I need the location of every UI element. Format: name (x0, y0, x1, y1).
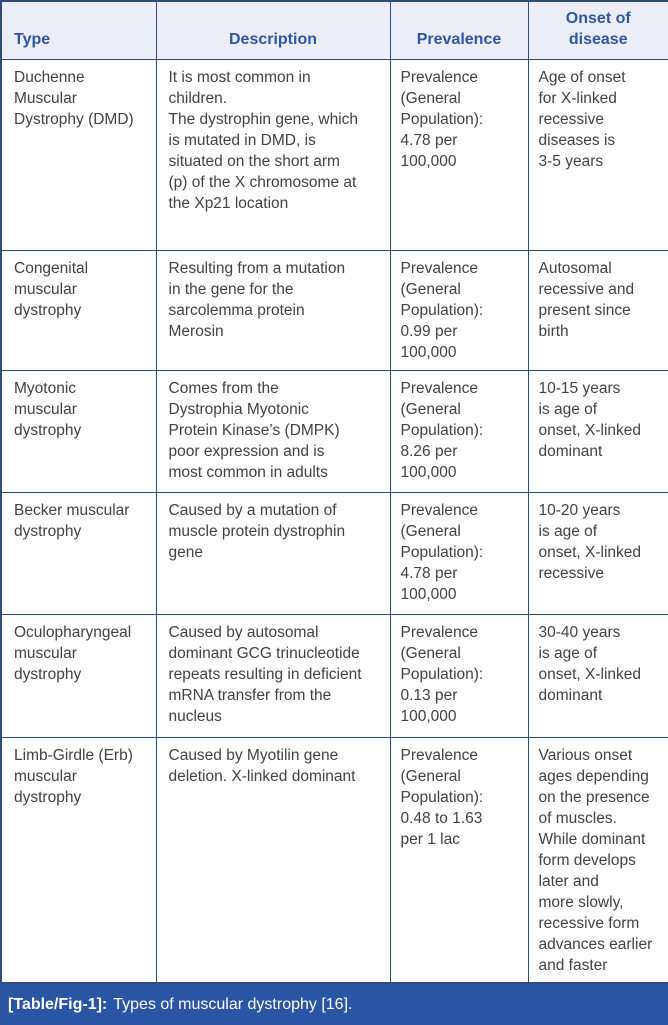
cell-description: It is most common in children. The dystr… (155, 59, 391, 251)
muscular-dystrophy-table: Type Description Prevalence Onset of dis… (0, 0, 668, 984)
table-header-row: Type Description Prevalence Onset of dis… (0, 0, 668, 60)
cell-onset: 10-20 years is age of onset, X-linked re… (527, 492, 668, 615)
cell-onset: 30-40 years is age of onset, X-linked do… (527, 614, 668, 738)
cell-prevalence: Prevalence (General Population): 0.13 pe… (389, 614, 529, 738)
cell-type: Myotonic muscular dystrophy (0, 370, 157, 493)
cell-prevalence: Prevalence (General Population): 0.99 pe… (389, 250, 529, 371)
caption-label: [Table/Fig-1]: (8, 995, 108, 1013)
cell-prevalence: Prevalence (General Population): 4.78 pe… (389, 492, 529, 615)
cell-type: Oculopharyngeal muscular dystrophy (0, 614, 157, 738)
column-header-description: Description (155, 0, 391, 60)
caption-text: Types of muscular dystrophy [16]. (113, 995, 353, 1013)
cell-prevalence: Prevalence (General Population): 0.48 to… (389, 737, 529, 984)
cell-onset: 10-15 years is age of onset, X-linked do… (527, 370, 668, 493)
cell-description: Caused by Myotilin gene deletion. X-link… (155, 737, 391, 984)
column-header-onset: Onset of disease (527, 0, 668, 60)
cell-onset: Various onset ages depending on the pres… (527, 737, 668, 984)
cell-onset: Age of onset for X-linked recessive dise… (527, 59, 668, 251)
cell-type: Becker muscular dystrophy (0, 492, 157, 615)
table-row: Becker muscular dystrophy Caused by a mu… (0, 492, 668, 615)
figure-caption: [Table/Fig-1]: Types of muscular dystrop… (0, 984, 668, 1025)
table-row: Limb-Girdle (Erb) muscular dystrophy Cau… (0, 737, 668, 984)
cell-description: Caused by a mutation of muscle protein d… (155, 492, 391, 615)
cell-description: Caused by autosomal dominant GCG trinucl… (155, 614, 391, 738)
cell-type: Limb-Girdle (Erb) muscular dystrophy (0, 737, 157, 984)
cell-prevalence: Prevalence (General Population): 8.26 pe… (389, 370, 529, 493)
table-row: Myotonic muscular dystrophy Comes from t… (0, 370, 668, 493)
table-row: Congenital muscular dystrophy Resulting … (0, 250, 668, 371)
column-header-type: Type (0, 0, 157, 60)
table-row: Duchenne Muscular Dystrophy (DMD) It is … (0, 59, 668, 251)
cell-onset: Autosomal recessive and present since bi… (527, 250, 668, 371)
cell-type: Congenital muscular dystrophy (0, 250, 157, 371)
column-header-prevalence: Prevalence (389, 0, 529, 60)
cell-prevalence: Prevalence (General Population): 4.78 pe… (389, 59, 529, 251)
table-row: Oculopharyngeal muscular dystrophy Cause… (0, 614, 668, 738)
cell-description: Resulting from a mutation in the gene fo… (155, 250, 391, 371)
cell-type: Duchenne Muscular Dystrophy (DMD) (0, 59, 157, 251)
cell-description: Comes from the Dystrophia Myotonic Prote… (155, 370, 391, 493)
